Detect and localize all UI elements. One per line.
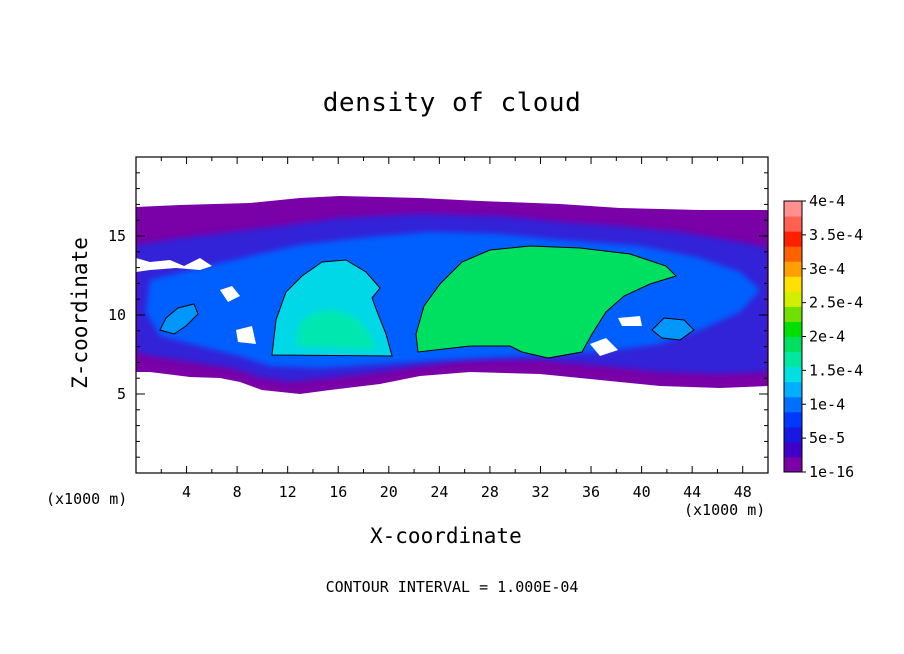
x-tick-label: 8 [233, 483, 242, 501]
colorbar-swatch [784, 216, 802, 232]
x-tick-label: 48 [734, 483, 752, 501]
colorbar-swatch [784, 351, 802, 368]
cloud-blob-left [160, 304, 198, 334]
x-tick-label: 28 [481, 483, 499, 501]
colorbar-swatch [784, 336, 802, 353]
colorbar-label: 2.5e-4 [809, 294, 863, 312]
x-tick-label: 44 [683, 483, 701, 501]
x-tick-label: 20 [380, 483, 398, 501]
x-axis-ticks: 4 8 12 16 20 24 28 32 36 40 44 48 [160, 157, 752, 501]
y-axis-label: Z-coordinate [68, 237, 92, 389]
colorbar-label: 5e-5 [809, 429, 845, 447]
x-tick-label: 36 [582, 483, 600, 501]
chart-title: density of cloud [322, 88, 582, 118]
x-tick-label: 4 [182, 483, 191, 501]
y-tick-label: 5 [117, 385, 126, 403]
colorbar-swatch [784, 366, 802, 383]
colorbar-swatch [784, 291, 802, 307]
x-tick-label: 40 [633, 483, 651, 501]
colorbar-swatch [784, 456, 802, 473]
colorbar-swatch [784, 381, 802, 398]
contour-right-blob [651, 317, 695, 341]
contour-left-core [271, 259, 393, 357]
x-tick-label: 16 [329, 483, 347, 501]
colorbar-label: 1e-16 [809, 463, 854, 481]
y-tick-label: 15 [108, 227, 126, 245]
colorbar-label: 1e-4 [809, 395, 845, 413]
contour-lines [159, 245, 695, 359]
colorbar-swatch [784, 411, 802, 428]
colorbar-swatch [784, 306, 802, 322]
colorbar-swatch [784, 246, 802, 262]
colorbar-label: 2e-4 [809, 328, 845, 346]
y-axis-ticks: 5 10 15 [108, 172, 768, 458]
colorbar-label: 3e-4 [809, 260, 845, 278]
x-tick-label: 12 [279, 483, 297, 501]
colorbar-swatch [784, 276, 802, 292]
colorbar-swatch [784, 231, 802, 247]
colorbar-swatch [784, 426, 802, 443]
contour-left-blob [159, 303, 199, 335]
clear-air-holes [136, 258, 642, 356]
colorbar: 1e-16 5e-5 1e-4 1.5e-4 2e-4 2.5e-4 3e-4 3.5e-4 4… [783, 192, 863, 481]
cloud-core-right [416, 246, 676, 358]
colorbar-swatch [784, 261, 802, 277]
x-tick-label: 32 [531, 483, 549, 501]
colorbar-label: 1.5e-4 [809, 361, 863, 379]
cloud-core-left-inner [296, 310, 376, 350]
x-tick-label: 24 [430, 483, 448, 501]
colorbar-swatch [784, 396, 802, 413]
x-unit-label-left: (x1000 m) [46, 490, 128, 508]
contour-right-core [415, 245, 677, 359]
colorbar-swatch [784, 321, 802, 337]
colorbar-label: 4e-4 [809, 192, 845, 210]
x-unit-label-right: (x1000 m) [684, 501, 766, 519]
cloud-blob-right [652, 318, 694, 340]
colorbar-swatch [784, 201, 802, 217]
colorbar-swatch [784, 441, 802, 458]
contour-field [136, 196, 768, 394]
x-axis-label: X-coordinate [370, 524, 522, 548]
colorbar-label: 3.5e-4 [809, 226, 863, 244]
y-tick-label: 10 [108, 306, 126, 324]
contour-interval-note: CONTOUR INTERVAL = 1.000E-04 [325, 578, 579, 596]
